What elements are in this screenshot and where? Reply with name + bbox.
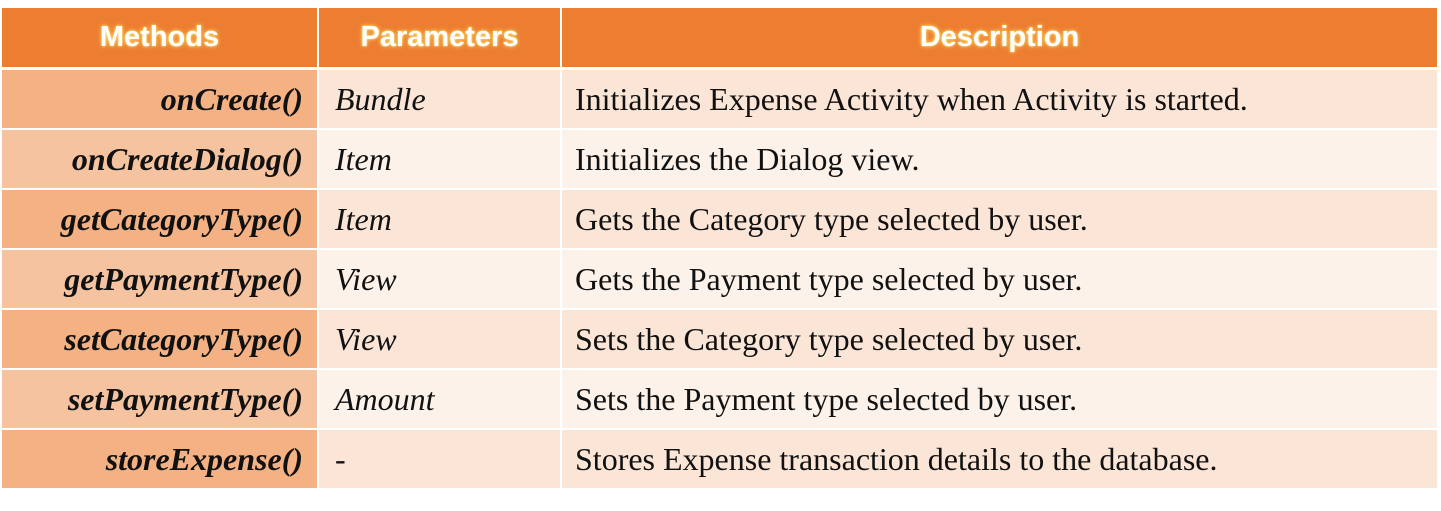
header-row: Methods Parameters Description [0,8,1439,70]
table-row: getPaymentType() View Gets the Payment t… [0,248,1439,310]
parameter-cell: Bundle [317,67,562,130]
method-cell: setPaymentType() [0,368,319,430]
table-body: onCreate() Bundle Initializes Expense Ac… [0,67,1439,490]
method-cell: onCreate() [0,67,319,130]
parameter-cell: Item [317,128,562,190]
table-row: getCategoryType() Item Gets the Category… [0,188,1439,250]
parameter-cell: Amount [317,368,562,430]
methods-table: Methods Parameters Description onCreate(… [0,8,1439,490]
method-cell: getCategoryType() [0,188,319,250]
parameter-cell: View [317,248,562,310]
parameter-cell: - [317,428,562,490]
description-cell: Sets the Category type selected by user. [560,308,1439,370]
description-cell: Gets the Category type selected by user. [560,188,1439,250]
method-cell: onCreateDialog() [0,128,319,190]
parameter-cell: View [317,308,562,370]
description-cell: Initializes the Dialog view. [560,128,1439,190]
table-row: onCreateDialog() Item Initializes the Di… [0,128,1439,190]
table-row: setCategoryType() View Sets the Category… [0,308,1439,370]
description-cell: Initializes Expense Activity when Activi… [560,67,1439,130]
table-header: Methods Parameters Description [0,8,1439,70]
description-cell: Gets the Payment type selected by user. [560,248,1439,310]
description-cell: Stores Expense transaction details to th… [560,428,1439,490]
table-row: storeExpense() - Stores Expense transact… [0,428,1439,490]
header-methods: Methods [0,8,319,70]
table-row: setPaymentType() Amount Sets the Payment… [0,368,1439,430]
method-cell: getPaymentType() [0,248,319,310]
header-description: Description [560,8,1439,70]
method-cell: storeExpense() [0,428,319,490]
methods-table-container: Methods Parameters Description onCreate(… [0,8,1439,490]
header-parameters: Parameters [317,8,562,70]
table-row: onCreate() Bundle Initializes Expense Ac… [0,67,1439,130]
parameter-cell: Item [317,188,562,250]
method-cell: setCategoryType() [0,308,319,370]
description-cell: Sets the Payment type selected by user. [560,368,1439,430]
